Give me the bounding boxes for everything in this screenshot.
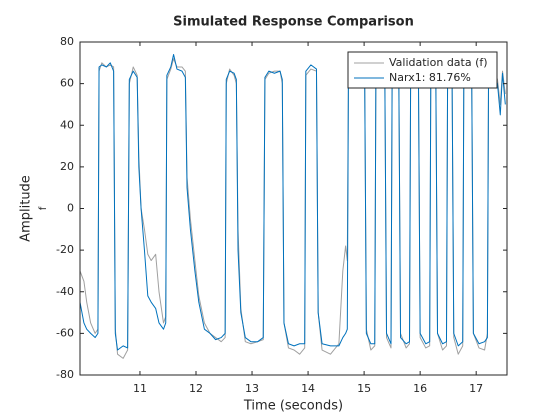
y-tick-label: -60 (56, 326, 74, 339)
y-axis-sublabel: f (38, 206, 49, 210)
y-tick-label: -20 (56, 243, 74, 256)
y-tick-label: 20 (60, 160, 74, 173)
x-axis-label: Time (seconds) (243, 399, 343, 414)
series-line (80, 58, 506, 359)
y-tick-label: -40 (56, 285, 74, 298)
x-tick-label: 11 (133, 382, 147, 395)
y-axis-label: Amplitude (19, 175, 34, 242)
y-tick-label: 40 (60, 118, 74, 131)
x-tick-label: 15 (357, 382, 371, 395)
plot-area (80, 53, 506, 359)
legend-box (347, 51, 498, 89)
series-line (80, 53, 506, 351)
x-tick-label: 17 (469, 382, 483, 395)
legend-label: Validation data (f) (389, 56, 488, 69)
x-tick-label: 16 (413, 382, 427, 395)
y-tick-label: 0 (67, 202, 74, 215)
x-tick-label: 12 (189, 382, 203, 395)
y-tick-label: -80 (56, 368, 74, 381)
x-tick-label: 14 (301, 382, 315, 395)
axes-background (80, 42, 507, 375)
x-tick-label: 13 (245, 382, 259, 395)
chart-title: Simulated Response Comparison (173, 15, 414, 30)
y-tick-label: 80 (60, 35, 74, 48)
legend-label: Narx1: 81.76% (389, 71, 471, 84)
y-tick-label: 60 (60, 77, 74, 90)
